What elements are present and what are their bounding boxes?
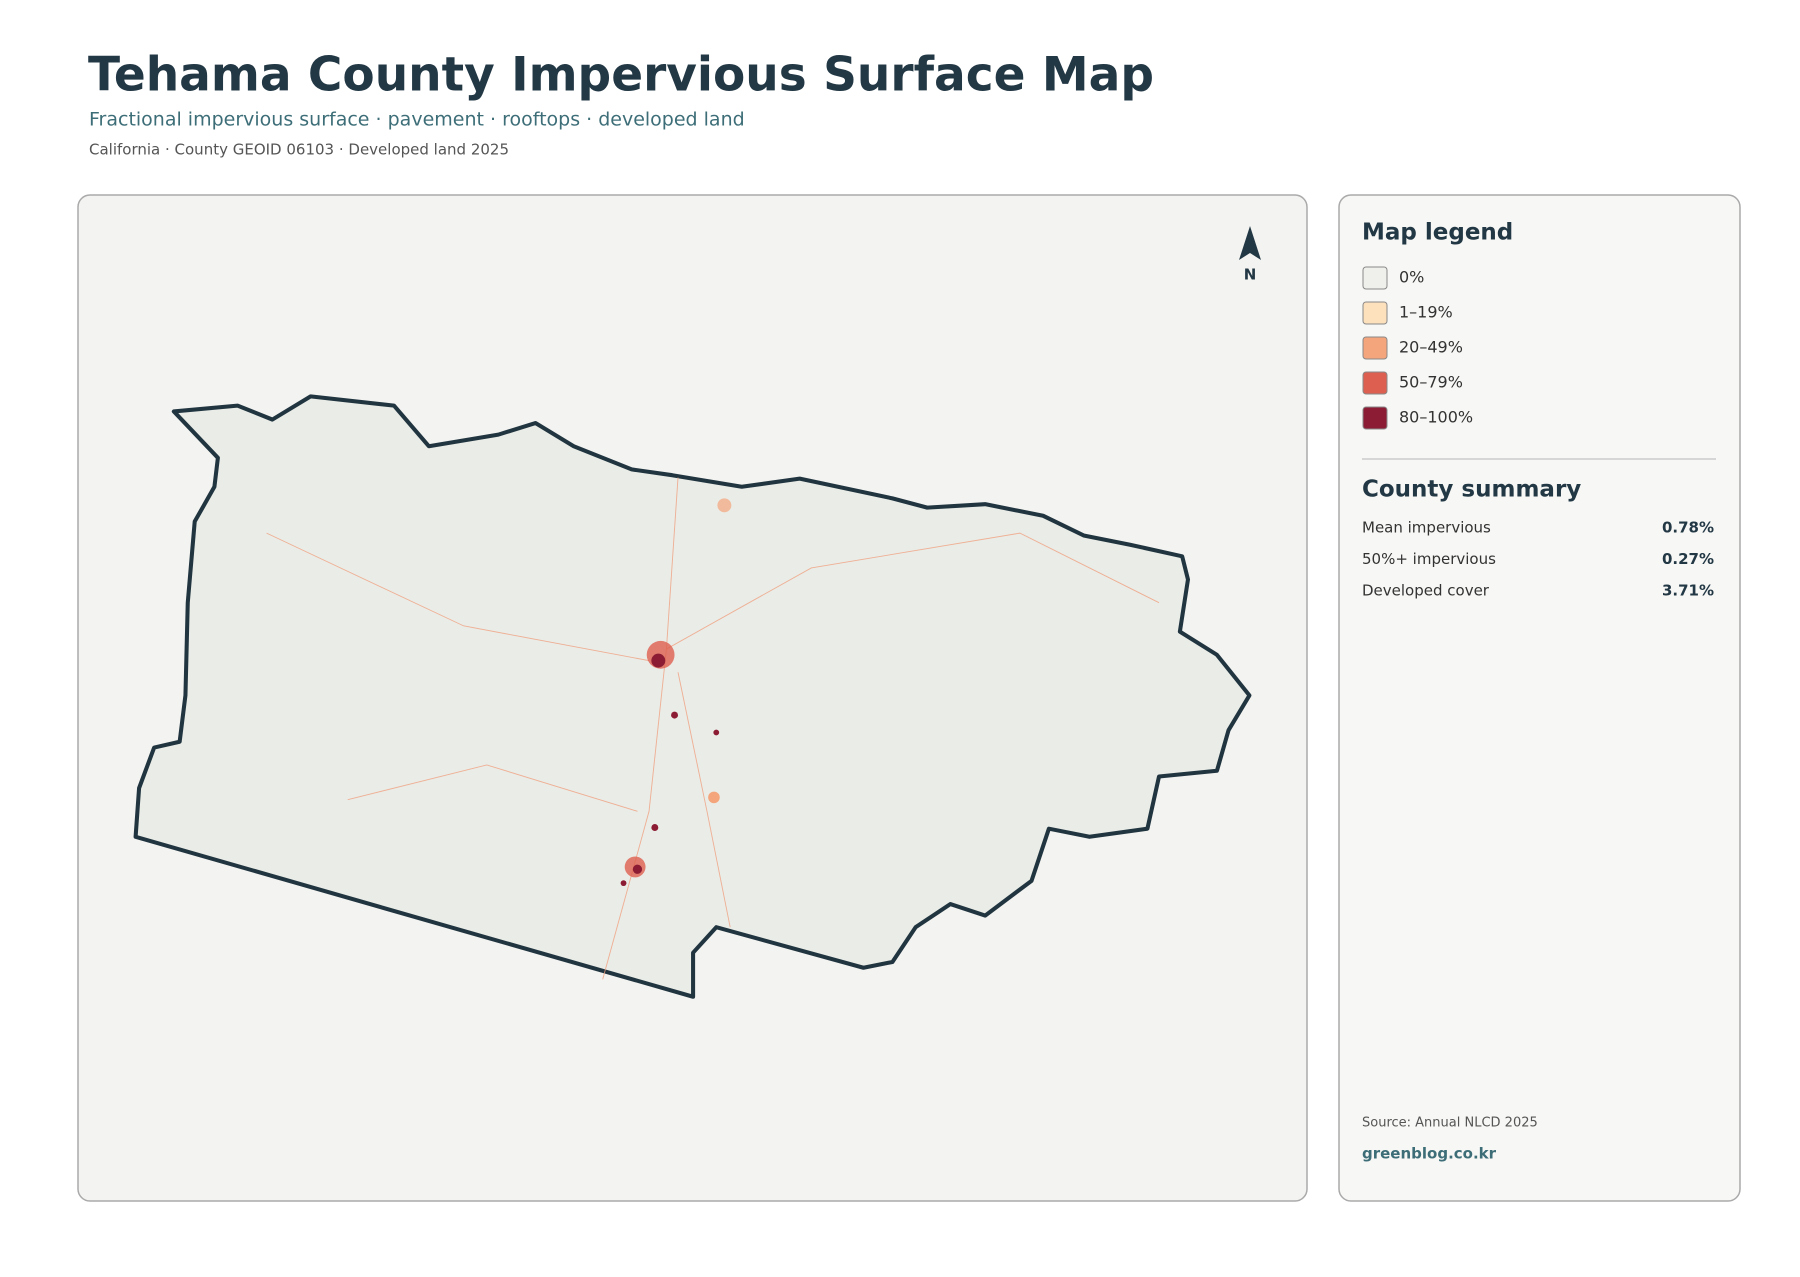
subtitle: Fractional impervious surface · pavement… — [89, 109, 745, 131]
legend-swatch — [1362, 371, 1388, 395]
urban-areas — [620, 498, 732, 887]
roads — [266, 477, 1160, 980]
site: greenblog.co.kr — [1362, 1145, 1497, 1163]
county-boundary — [133, 394, 1252, 999]
summary-rows: Mean impervious 0.78% 50%+ impervious 0.27%… — [1362, 519, 1714, 600]
legend-items: 0% 1–19% 20–49% 50–79% 80–100% — [1362, 266, 1473, 430]
legend-label: 50–79% — [1399, 373, 1463, 392]
summary-label: Developed cover — [1362, 582, 1490, 600]
north-label: N — [1244, 266, 1257, 284]
summary-value: 0.78% — [1662, 519, 1714, 537]
summary-value: 0.27% — [1662, 550, 1714, 568]
source: Source: Annual NLCD 2025 — [1362, 1116, 1538, 1131]
summary-label: Mean impervious — [1362, 519, 1491, 537]
legend-swatch — [1362, 406, 1388, 430]
county-map — [133, 394, 1252, 999]
legend-swatch — [1362, 266, 1388, 290]
legend-label: 20–49% — [1399, 338, 1463, 357]
summary-label: 50%+ impervious — [1362, 550, 1496, 568]
summary-value: 3.71% — [1662, 582, 1714, 600]
title: Tehama County Impervious Surface Map — [88, 48, 1154, 103]
legend-panel — [1338, 194, 1741, 1202]
legend-label: 0% — [1399, 268, 1424, 287]
legend-swatch — [1362, 336, 1388, 360]
legend-label: 1–19% — [1399, 303, 1453, 322]
meta: California · County GEOID 06103 · Develo… — [89, 141, 509, 159]
legend-label: 80–100% — [1399, 408, 1473, 427]
summary-title: County summary — [1362, 477, 1581, 503]
legend-swatch — [1362, 301, 1388, 325]
legend-title: Map legend — [1362, 220, 1513, 246]
north-arrow — [1239, 226, 1261, 260]
